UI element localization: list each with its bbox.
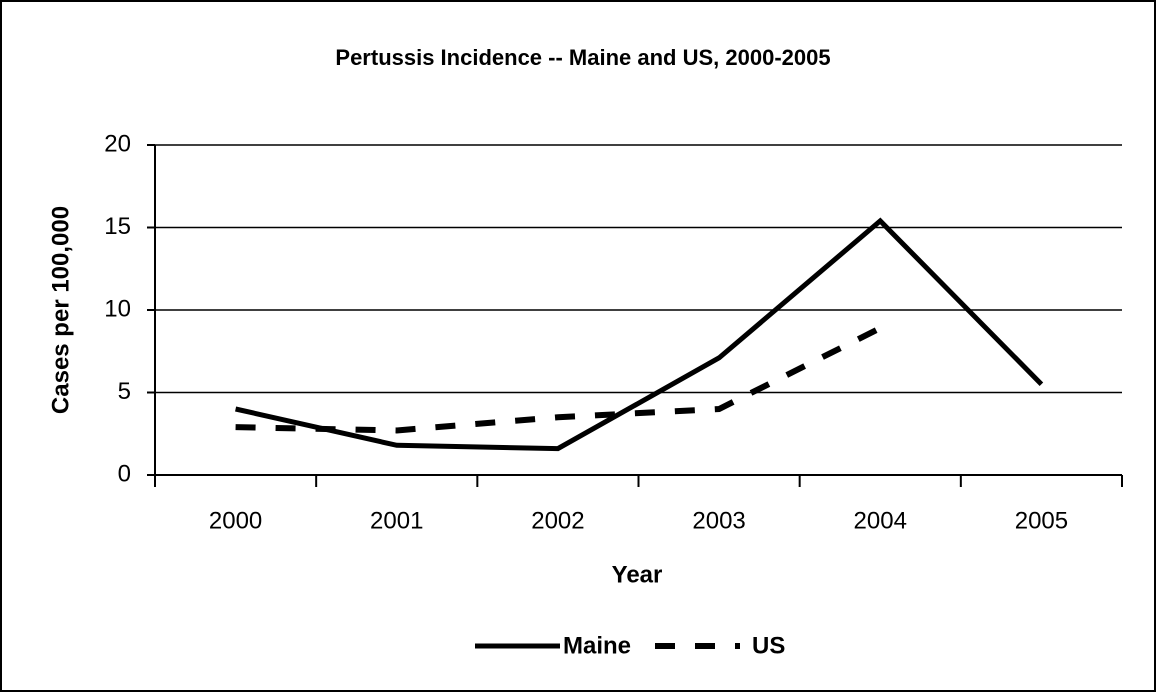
x-tick-label: 2000 [209, 507, 262, 534]
y-tick-label: 5 [118, 378, 131, 405]
y-tick-label: 0 [118, 460, 131, 487]
y-tick-label: 20 [104, 130, 131, 157]
y-tick-label: 15 [104, 213, 131, 240]
x-tick-label: 2004 [854, 507, 907, 534]
x-tick-label: 2005 [1015, 507, 1068, 534]
chart-title: Pertussis Incidence -- Maine and US, 200… [335, 45, 830, 70]
legend-label: US [752, 632, 785, 659]
x-axis-label: Year [612, 561, 663, 588]
legend-label: Maine [563, 632, 631, 659]
x-tick-label: 2003 [692, 507, 745, 534]
x-tick-label: 2002 [531, 507, 584, 534]
y-tick-label: 10 [104, 295, 131, 322]
x-tick-label: 2001 [370, 507, 423, 534]
series-line [235, 325, 882, 434]
y-axis-label: Cases per 100,000 [47, 206, 74, 414]
series-line [235, 217, 1044, 452]
